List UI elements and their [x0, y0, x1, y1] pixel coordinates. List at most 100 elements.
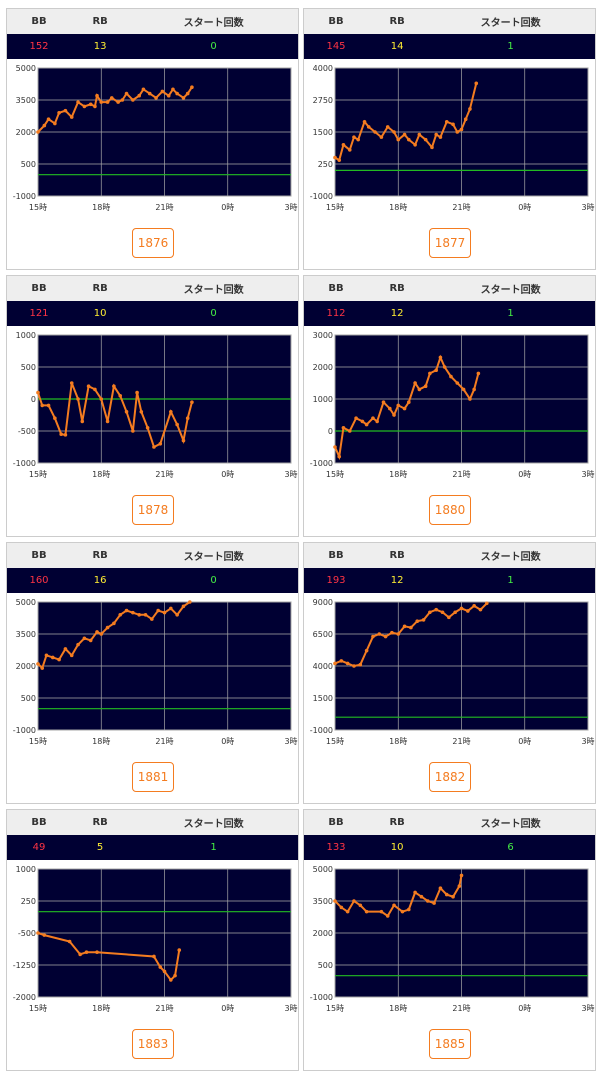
header-cell: スタート回数	[129, 810, 298, 835]
data-point	[185, 416, 190, 420]
data-point	[69, 653, 74, 658]
data-point	[99, 397, 104, 401]
data-point	[375, 419, 379, 424]
data-point	[93, 387, 97, 392]
data-point	[402, 624, 407, 629]
y-tick-label: -1000	[310, 192, 333, 201]
data-point	[76, 642, 80, 647]
panel: BB RB スタート回数 133 10 6 -1000 500 2000 3500 5000 15時 1…	[303, 809, 596, 1071]
value-cell: 0	[129, 568, 298, 593]
data-point	[76, 100, 80, 104]
x-tick-label: 18時	[92, 203, 110, 212]
value-cell: 14	[368, 34, 427, 59]
machine-button[interactable]: 1881	[132, 762, 174, 792]
header-cell: スタート回数	[129, 543, 298, 568]
x-tick-label: 0時	[221, 737, 234, 746]
header-cell: スタート回数	[426, 9, 595, 34]
data-point	[358, 662, 363, 667]
x-tick-label: 15時	[29, 737, 47, 746]
data-point	[423, 384, 428, 388]
data-point	[356, 137, 360, 142]
x-tick-label: 15時	[29, 1004, 47, 1013]
header-cell: RB	[368, 810, 427, 835]
y-tick-label: 1000	[16, 331, 36, 340]
x-tick-label: 21時	[452, 203, 470, 212]
data-point	[413, 890, 417, 895]
data-point	[57, 657, 61, 662]
data-point	[423, 137, 428, 142]
x-tick-label: 21時	[155, 1004, 173, 1013]
data-point	[485, 601, 489, 606]
data-point	[438, 355, 443, 360]
data-point	[430, 145, 434, 150]
header-cell: RB	[71, 9, 130, 34]
x-tick-label: 15時	[29, 203, 47, 212]
data-point	[116, 100, 120, 104]
x-tick-label: 0時	[221, 1004, 234, 1013]
y-tick-label: -1000	[310, 459, 333, 468]
machine-button[interactable]: 1885	[429, 1029, 471, 1059]
data-point	[406, 137, 411, 142]
chart: -1000 -500 0 500 1000 15時 18時 21時 0時 3時	[13, 331, 298, 479]
y-tick-label: -1000	[13, 726, 36, 735]
y-tick-label: 4000	[313, 64, 333, 73]
data-point	[171, 87, 175, 92]
panel: BB RB スタート回数 49 5 1 -2000 -1250 -500 250 1000 15時 18…	[6, 809, 299, 1071]
data-point	[42, 123, 47, 128]
data-point	[413, 381, 417, 385]
header-cell: BB	[7, 543, 72, 568]
data-point	[444, 119, 449, 124]
value-cell: 145	[304, 34, 369, 59]
value-cell: 1	[426, 568, 595, 593]
data-point	[352, 664, 356, 668]
data-point	[379, 909, 384, 914]
data-point	[358, 903, 363, 908]
data-point	[381, 400, 386, 404]
data-point	[105, 100, 110, 104]
data-point	[459, 606, 464, 611]
y-tick-label: 500	[21, 694, 36, 703]
data-point	[472, 604, 476, 608]
machine-button[interactable]: 1880	[429, 495, 471, 525]
data-point	[402, 406, 407, 411]
header-row: BB RB スタート回数	[7, 9, 298, 34]
x-tick-label: 15時	[326, 470, 344, 479]
data-point	[354, 416, 358, 420]
machine-button[interactable]: 1883	[132, 1029, 174, 1059]
chart: -1000 500 2000 3500 5000 15時 18時 21時 0時 3時	[13, 598, 298, 746]
data-point	[402, 132, 407, 137]
x-tick-label: 0時	[221, 203, 234, 212]
data-point	[162, 610, 167, 615]
data-point	[347, 148, 352, 152]
data-point	[388, 406, 392, 411]
data-point	[88, 638, 93, 643]
data-point	[80, 419, 85, 424]
value-row: 112 12 1	[304, 301, 595, 326]
value-cell: 49	[7, 835, 72, 860]
data-point	[53, 416, 57, 420]
data-point	[461, 387, 466, 392]
header-row: BB RB スタート回数	[304, 9, 595, 34]
data-point	[459, 127, 464, 132]
y-tick-label: 5000	[16, 64, 36, 73]
data-point	[379, 135, 384, 139]
data-point	[169, 606, 173, 611]
data-point	[154, 96, 158, 100]
y-tick-label: 5000	[16, 598, 36, 607]
machine-button[interactable]: 1878	[132, 495, 174, 525]
header-row: BB RB スタート回数	[304, 276, 595, 301]
x-tick-label: 18時	[389, 203, 407, 212]
y-tick-label: 2000	[313, 929, 333, 938]
data-point	[143, 613, 148, 617]
y-tick-label: -2000	[13, 993, 36, 1002]
y-tick-label: 4000	[313, 662, 333, 671]
header-row: BB RB スタート回数	[304, 543, 595, 568]
x-tick-label: 21時	[452, 470, 470, 479]
data-point	[131, 610, 135, 615]
data-point	[341, 426, 346, 430]
stats-table: BB RB スタート回数 121 10 0	[7, 276, 298, 326]
machine-button[interactable]: 1882	[429, 762, 471, 792]
machine-button[interactable]: 1877	[429, 228, 471, 258]
machine-button[interactable]: 1876	[132, 228, 174, 258]
x-tick-label: 21時	[452, 737, 470, 746]
